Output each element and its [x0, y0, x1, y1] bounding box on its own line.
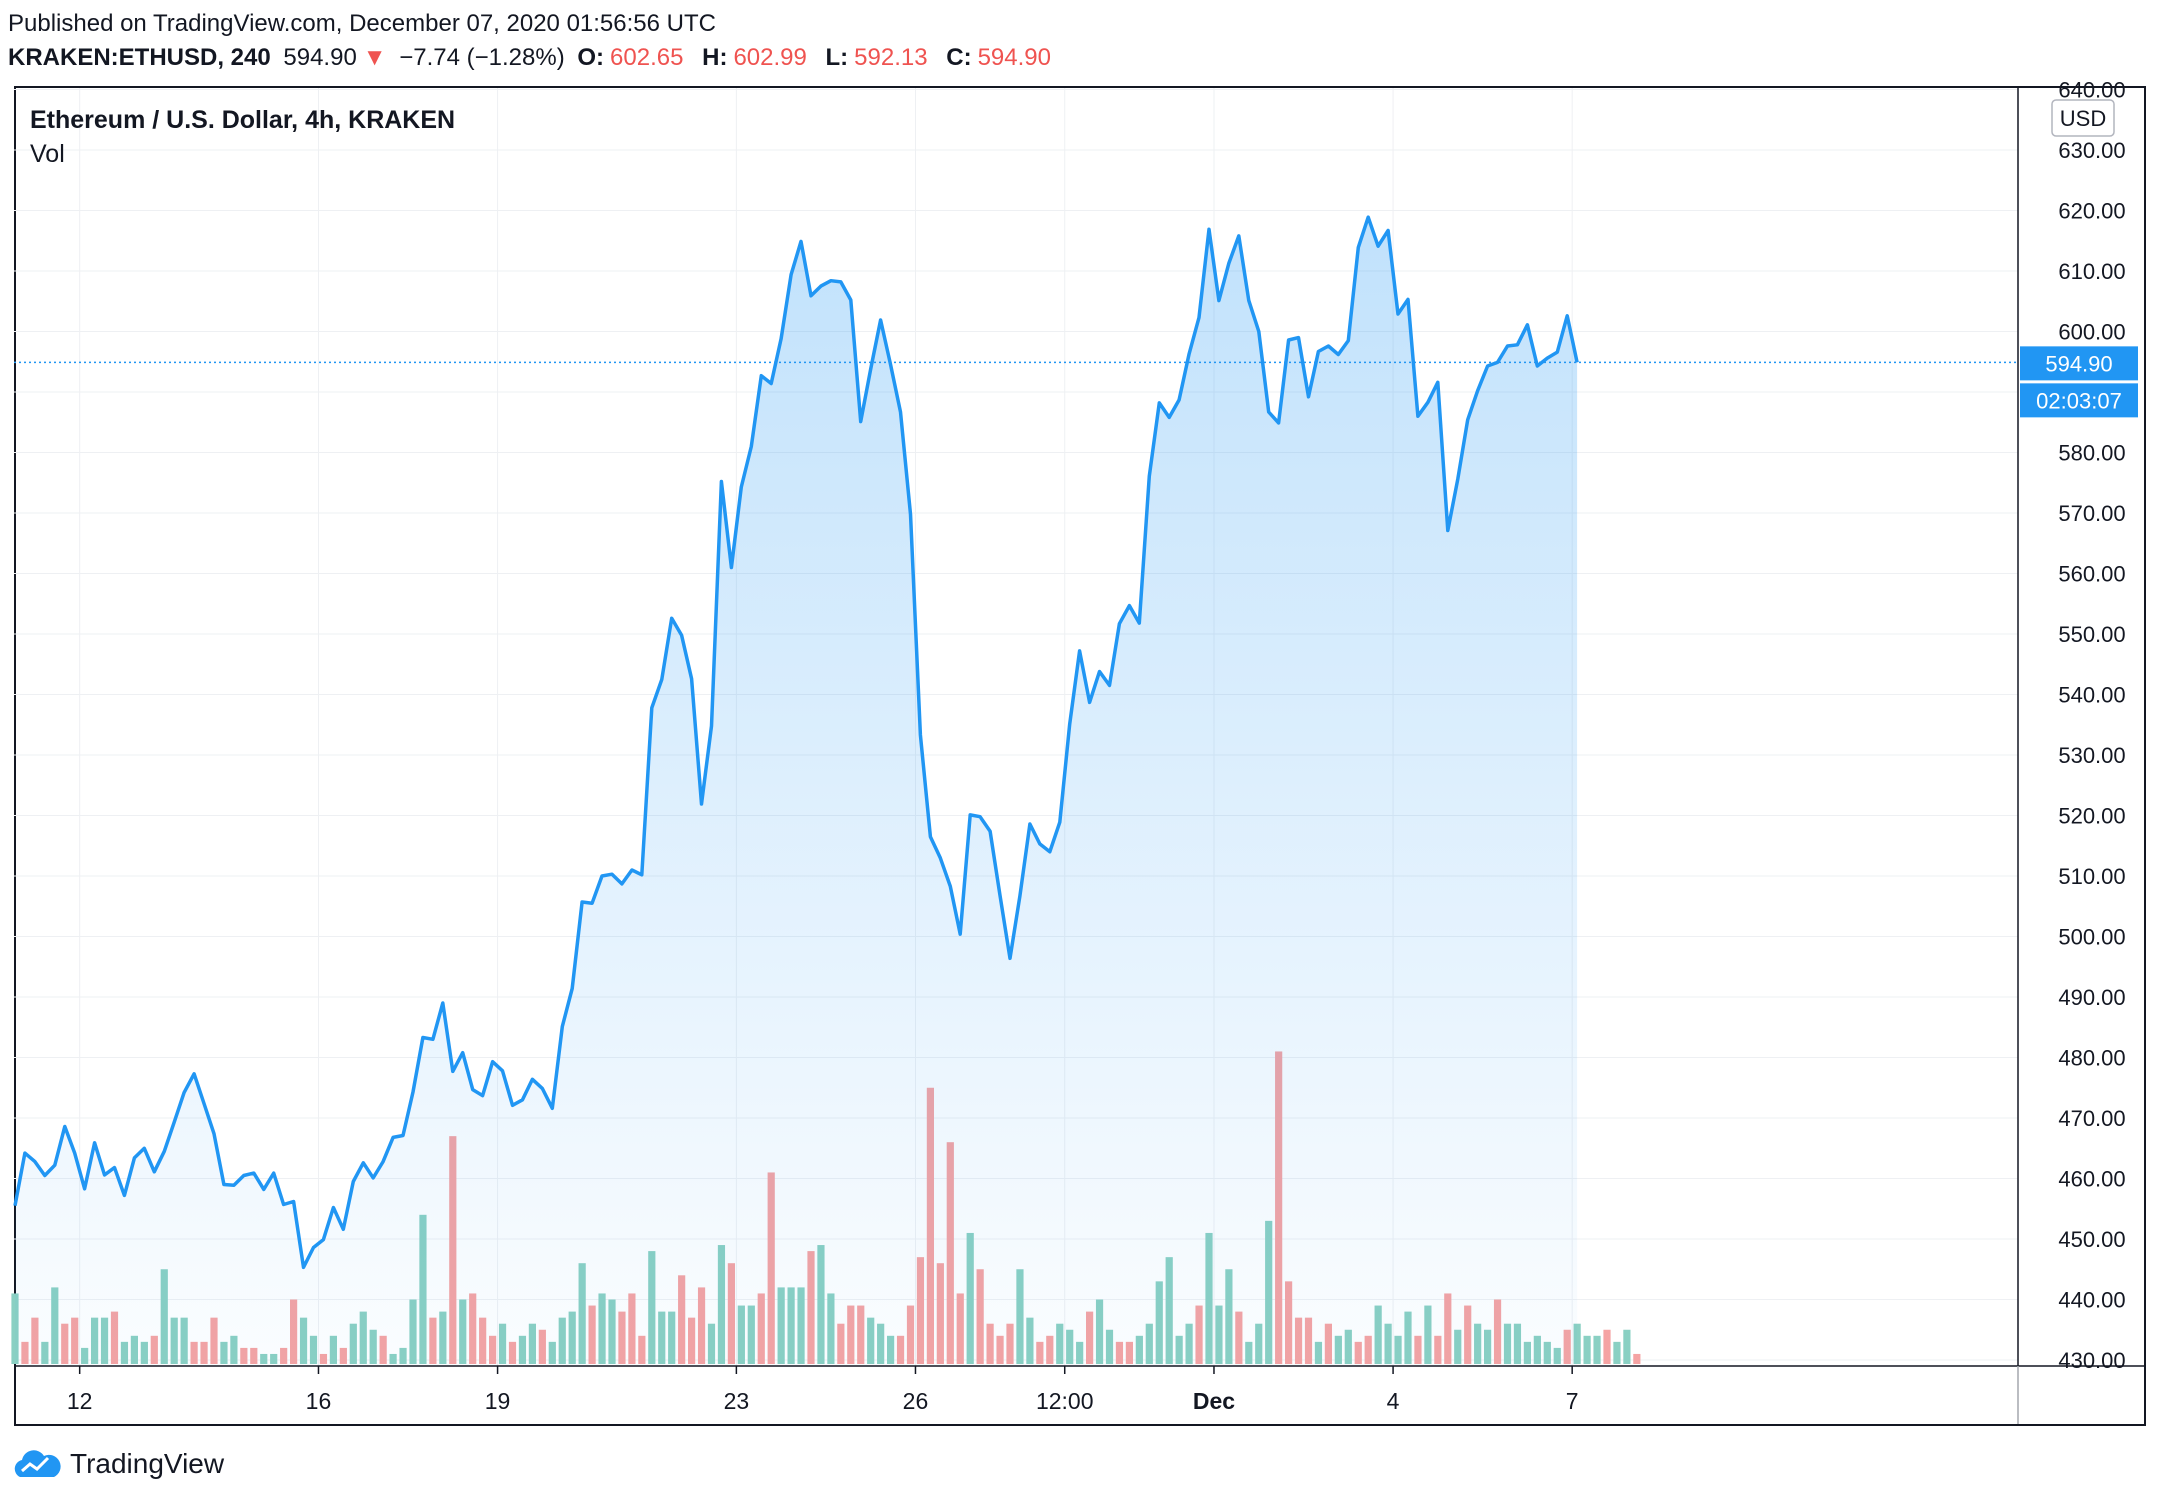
x-tick-label: 19: [485, 1388, 511, 1414]
x-tick-label: 12: [67, 1388, 93, 1414]
volume-bar: [11, 1293, 19, 1364]
low-value: 592.13: [854, 44, 928, 71]
y-tick-label: 430.00: [2058, 1348, 2125, 1373]
y-tick-label: 560.00: [2058, 562, 2125, 587]
open-value: 602.65: [610, 44, 684, 71]
low-label: L:: [825, 44, 849, 71]
tradingview-brand-text: TradingView: [70, 1448, 225, 1479]
y-tick-label: 450.00: [2058, 1227, 2125, 1252]
last-price-tag-text: 594.90: [2045, 351, 2112, 376]
y-tick-label: 550.00: [2058, 622, 2125, 647]
volume-bar: [1583, 1335, 1591, 1364]
x-tick-label: 26: [903, 1388, 929, 1414]
price-line-series: [13, 215, 1579, 1270]
y-tick-label: 440.00: [2058, 1288, 2125, 1313]
tradingview-cloud-icon: [14, 1450, 61, 1477]
x-tick-label: Dec: [1193, 1388, 1235, 1414]
volume-bar: [1593, 1335, 1601, 1364]
change-value: −7.74 (−1.28%): [399, 44, 565, 71]
y-tick-label: 500.00: [2058, 925, 2125, 950]
y-tick-label: 460.00: [2058, 1167, 2125, 1192]
countdown-tag: [2020, 383, 2138, 418]
y-tick-label: 540.00: [2058, 683, 2125, 708]
down-arrow-icon: ▼: [362, 44, 387, 71]
volume-bar: [1633, 1353, 1641, 1364]
close-label: C:: [946, 44, 972, 71]
y-tick-label: 490.00: [2058, 985, 2125, 1010]
currency-button-label: USD: [2060, 106, 2106, 131]
y-tick-label: 630.00: [2058, 138, 2125, 163]
y-tick-label: 520.00: [2058, 804, 2125, 829]
chart-legend-title: Ethereum / U.S. Dollar, 4h, KRAKEN: [30, 106, 456, 134]
volume-legend-label: Vol: [30, 140, 65, 168]
volume-bar: [1623, 1329, 1631, 1364]
volume-bar: [1603, 1329, 1611, 1364]
y-tick-label: 470.00: [2058, 1106, 2125, 1131]
y-tick-label: 510.00: [2058, 864, 2125, 889]
x-tick-label: 16: [306, 1388, 332, 1414]
published-note: Published on TradingView.com, December 0…: [8, 10, 716, 37]
y-tick-label: 640.00: [2058, 78, 2125, 103]
y-tick-label: 570.00: [2058, 501, 2125, 526]
last-price-tag: [2020, 346, 2138, 381]
y-tick-label: 530.00: [2058, 743, 2125, 768]
y-tick-label: 580.00: [2058, 441, 2125, 466]
x-tick-label: 7: [1566, 1388, 1579, 1414]
y-tick-label: 620.00: [2058, 199, 2125, 224]
tradingview-logo[interactable]: TradingView: [10, 1446, 224, 1482]
y-tick-label: 480.00: [2058, 1046, 2125, 1071]
open-label: O:: [577, 44, 605, 71]
y-tick-label: 600.00: [2058, 320, 2125, 345]
y-tick-label: 610.00: [2058, 259, 2125, 284]
high-label: H:: [702, 44, 728, 71]
countdown-tag-text: 02:03:07: [2036, 388, 2122, 413]
last-price-value: 594.90: [283, 44, 357, 71]
chart-frame[interactable]: [14, 86, 2146, 1426]
x-tick-label: 4: [1387, 1388, 1400, 1414]
volume-bar: [1573, 1323, 1581, 1364]
x-tick-label: 12:00: [1036, 1388, 1094, 1414]
high-value: 602.99: [733, 44, 807, 71]
symbol-label: KRAKEN:ETHUSD, 240: [8, 44, 271, 71]
volume-bar: [1613, 1341, 1621, 1364]
quote-line: KRAKEN:ETHUSD, 240 594.90 ▼ −7.74 (−1.28%…: [8, 44, 1063, 72]
currency-button[interactable]: [2051, 99, 2115, 137]
price-area-fill: [15, 217, 1578, 1367]
x-tick-label: 23: [724, 1388, 750, 1414]
close-value: 594.90: [977, 44, 1051, 71]
